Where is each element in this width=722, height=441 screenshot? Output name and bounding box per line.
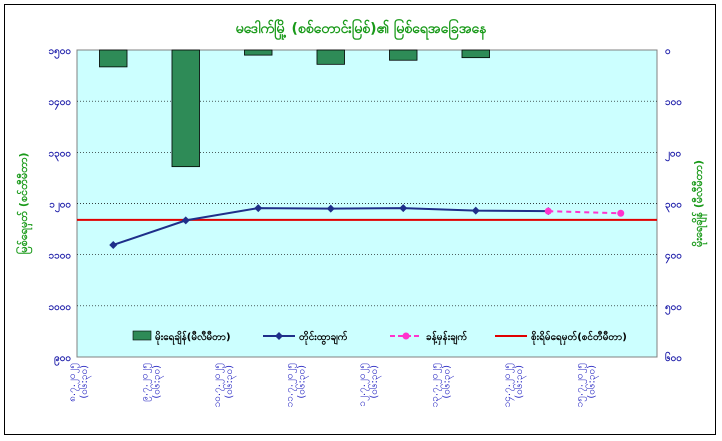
x-tick-date: ၁၂.၇.၂၀၂၅ [357, 363, 370, 407]
left-tick-label: ၁၁၀၀ [49, 251, 72, 262]
forecast-point [617, 209, 625, 217]
x-tick-date: ၉.၇.၂၀၂၅ [140, 363, 153, 402]
x-tick-time: (၀၆:၃၀) [295, 365, 310, 399]
measured-point [109, 240, 118, 249]
x-tick-label: ၁၄.၇.၂၀၂၅ (၀၆:၃၀) [502, 363, 527, 407]
x-tick-time: (၀၆:၃၀) [367, 365, 382, 399]
right-tick-label: ၄၀၀ [665, 251, 682, 265]
x-tick-time: (၀၆:၃၀) [585, 365, 600, 399]
rain-bar [389, 49, 418, 61]
left-tick-label: ၁၃၀၀ [49, 148, 72, 162]
x-axis-ticks: ၈.၇.၂၀၂၅ (၀၆:၃၀) ၉.၇.၂၀၂၅ (၀၆:၃၀) ၁၀.၇.၂၀၂၅(… [67, 363, 600, 407]
chart-title: မဒေါက်မြို့ (စစ်တောင်းမြစ်)၏ မြစ်ရေအခြေအ… [236, 19, 488, 40]
bar-series [99, 49, 490, 168]
measured-point [254, 204, 263, 213]
x-tick-date: ၁၅.၇.၂၀၂၅ [575, 363, 588, 407]
rain-bar [244, 49, 273, 56]
y-axis-label-left: မြစ်ရေမှတ် (စင်တီမီတာ) [15, 152, 33, 254]
measured-point [326, 204, 335, 213]
x-tick-label: ၉.၇.၂၀၂၅ (၀၆:၃၀) [140, 363, 165, 402]
measured-point [399, 204, 408, 213]
left-tick-label: ၉၀၀ [54, 353, 71, 367]
right-tick-label: ၃၀၀ [665, 200, 682, 214]
legend-label: တိုင်းထွာချက် [299, 330, 348, 346]
x-tick-date: ၁၁.၇.၂၀၂၅ [285, 363, 298, 407]
legend-label: စိုးရိမ်ရေမှတ်(စင်တီမီတာ) [531, 330, 627, 346]
forecast-point [544, 207, 552, 215]
chart-svg: မဒေါက်မြို့ (စစ်တောင်းမြစ်)၏ မြစ်ရေအခြေအ… [15, 19, 708, 407]
x-tick-date: ၁၄.၇.၂၀၂၅ [502, 363, 515, 407]
chart-frame: မဒေါက်မြို့ (စစ်တောင်းမြစ်)၏ မြစ်ရေအခြေအ… [4, 4, 716, 435]
x-tick-time: (၀၆:၃၀) [77, 365, 92, 399]
right-tick-label: ၂၀၀ [665, 148, 681, 162]
left-tick-label: ၁၅၀၀ [49, 46, 72, 60]
x-tick-date: ၁၀.၇.၂၀၂၅ [212, 363, 225, 407]
x-tick-label: ၁၃.၇.၂၀၂၅ (၀၆:၃၀) [430, 363, 455, 407]
forecast-line [548, 210, 621, 215]
measured-point [181, 216, 190, 225]
right-tick-label: ၅၀၀ [665, 302, 682, 316]
legend-marker-measured [275, 332, 283, 340]
rain-bar [99, 49, 128, 68]
left-axis-ticks: ၉၀၀ ၁၀၀၀ ၁၁၀၀ ၁၂၀၀ ၁၃၀၀ ၁၄၀၀ ၁၅၀၀ [49, 46, 72, 367]
rain-bar [316, 49, 345, 65]
legend-marker-forecast [402, 332, 410, 340]
x-tick-time: (၀၆:၃၀) [512, 365, 527, 399]
x-tick-label: ၁၁.၇.၂၀၂၅ (၀၆:၃၀) [285, 363, 310, 407]
left-tick-label: ၁၂၀၀ [49, 200, 71, 214]
left-tick-label: ၁၄၀၀ [49, 97, 72, 111]
x-tick-time: (၀၆:၃၀) [222, 365, 237, 399]
x-tick-time: (၀၆:၃၀) [440, 365, 455, 399]
x-tick-label: ၁၀.၇.၂၀၂၅ (၀၆:၃၀) [212, 363, 237, 407]
x-tick-date: ၈.၇.၂၀၂၅ [67, 363, 80, 402]
x-tick-date: ၁၃.၇.၂၀၂၅ [430, 363, 443, 407]
legend-label: ခန့်မှန်းချက် [426, 330, 467, 346]
right-tick-label: ၆၀၀ [665, 351, 682, 364]
legend-label: မိုးရေချိန်(မီလီမီတာ) [155, 330, 231, 346]
x-tick-time: (၀၆:၃၀) [150, 365, 165, 399]
y-axis-label-right: မိုးရေချိန် (မီလီမီတာ) [691, 160, 708, 247]
rain-bar [461, 49, 490, 59]
legend: မိုးရေချိန်(မီလီမီတာ) တိုင်းထွာချက် ခန့်မှ… [132, 330, 627, 346]
left-tick-label: ၁၀၀၀ [49, 302, 72, 313]
measured-point [471, 206, 480, 215]
x-tick-label: ၁၅.၇.၂၀၂၅ (၀၆:၃၀) [575, 363, 600, 407]
x-tick-label: ၈.၇.၂၀၂၅ (၀၆:၃၀) [67, 363, 92, 402]
line-series [109, 204, 625, 249]
x-tick-label: ၁၂.၇.၂၀၂၅ (၀၆:၃၀) [357, 363, 382, 407]
rain-bar [171, 49, 200, 168]
legend-swatch-rain [132, 330, 152, 341]
right-tick-label: ၁၀၀ [665, 97, 682, 108]
right-tick-label: ၀ [665, 46, 671, 57]
